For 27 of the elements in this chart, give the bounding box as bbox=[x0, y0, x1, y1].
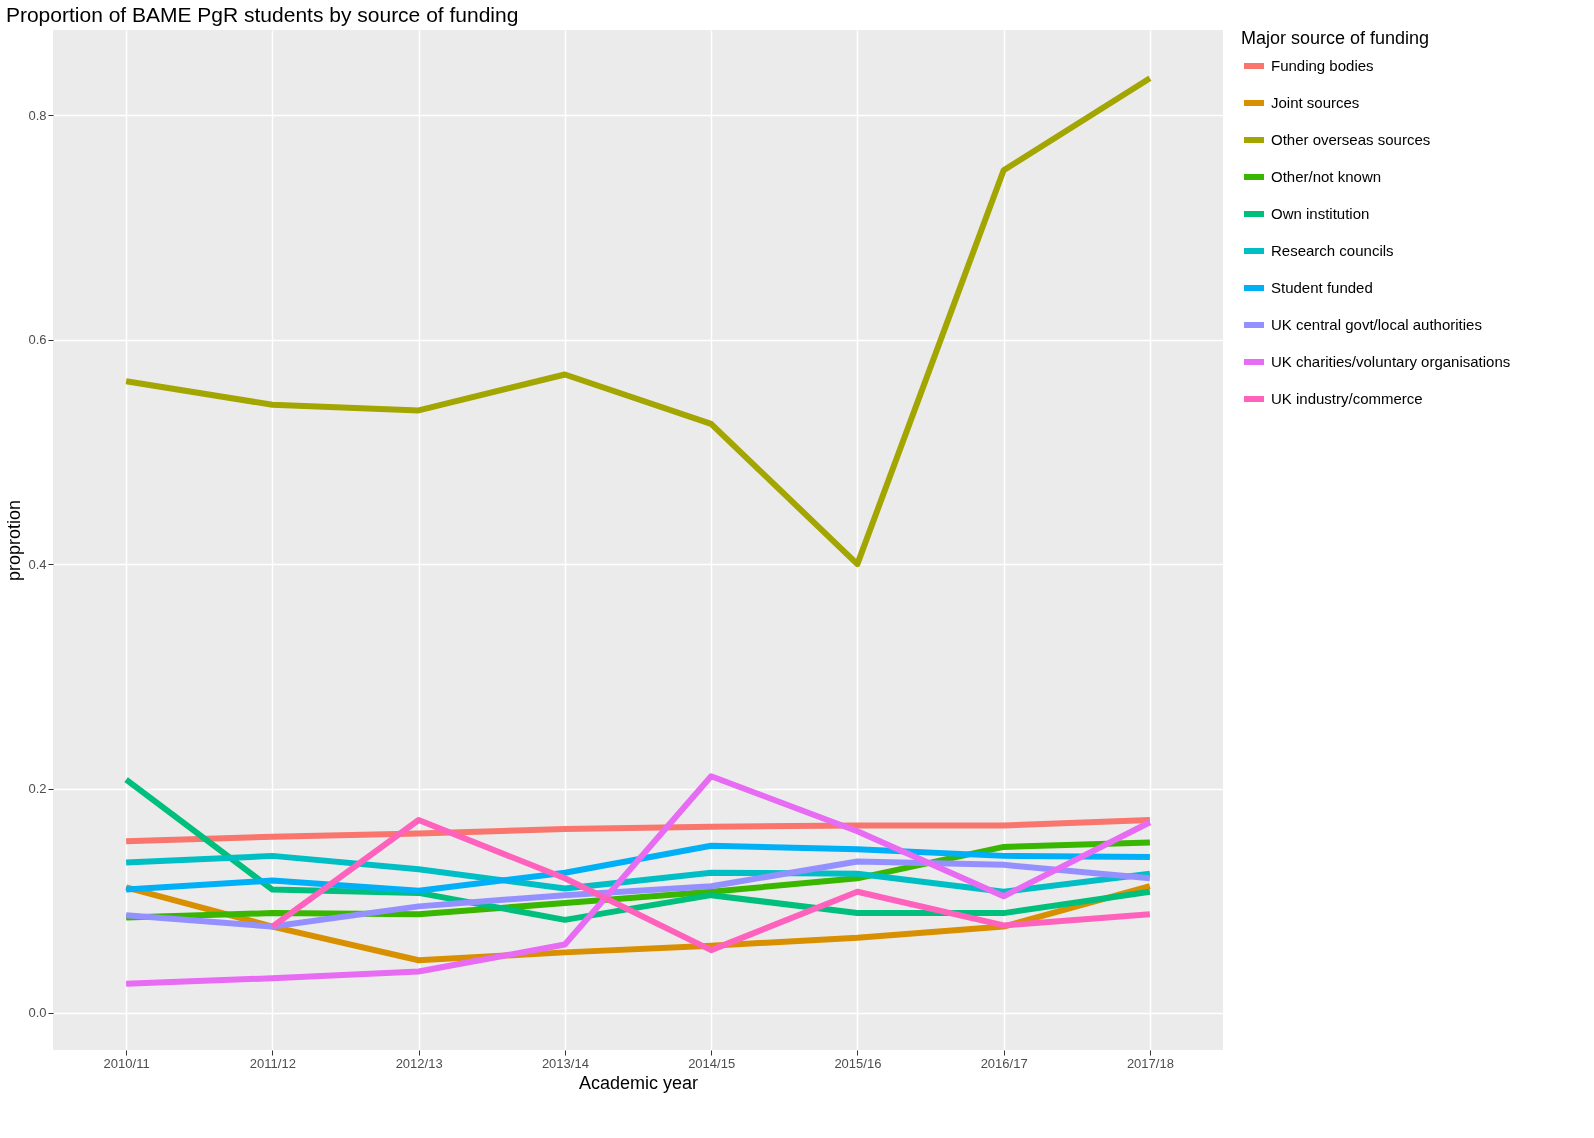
chart-title: Proportion of BAME PgR students by source of funding bbox=[5, 3, 519, 26]
y-tick-label: 0.0 bbox=[28, 1005, 47, 1021]
x-tick-label: 2017/18 bbox=[1126, 1055, 1174, 1071]
legend-label: UK central govt/local authorities bbox=[1271, 316, 1482, 333]
legend-label: UK charities/voluntary organisations bbox=[1271, 353, 1511, 370]
legend-label: Own institution bbox=[1271, 205, 1370, 222]
legend-title: Major source of funding bbox=[1241, 28, 1430, 48]
x-tick-label: 2010/11 bbox=[103, 1055, 150, 1071]
y-tick-label: 0.8 bbox=[28, 107, 47, 123]
legend-label: Funding bodies bbox=[1271, 57, 1374, 74]
y-tick-label: 0.6 bbox=[28, 332, 47, 348]
x-tick-label: 2014/15 bbox=[688, 1055, 736, 1071]
legend-label: Student funded bbox=[1271, 279, 1373, 296]
x-tick-label: 2015/16 bbox=[834, 1055, 882, 1071]
legend-label: UK industry/commerce bbox=[1271, 390, 1423, 407]
x-tick-label: 2011/12 bbox=[249, 1055, 296, 1071]
x-axis-title: Academic year bbox=[578, 1072, 699, 1093]
x-tick-label: 2016/17 bbox=[980, 1055, 1028, 1071]
legend-label: Other/not known bbox=[1271, 168, 1382, 185]
y-tick-label: 0.2 bbox=[28, 781, 47, 797]
x-tick-label: 2013/14 bbox=[541, 1055, 589, 1071]
x-tick-label: 2012/13 bbox=[395, 1055, 443, 1071]
legend-label: Other overseas sources bbox=[1271, 131, 1431, 148]
y-axis-title: proprotion bbox=[4, 499, 25, 582]
y-tick-label: 0.4 bbox=[28, 556, 47, 572]
legend-label: Research councils bbox=[1271, 242, 1394, 259]
legend-label: Joint sources bbox=[1271, 94, 1360, 111]
